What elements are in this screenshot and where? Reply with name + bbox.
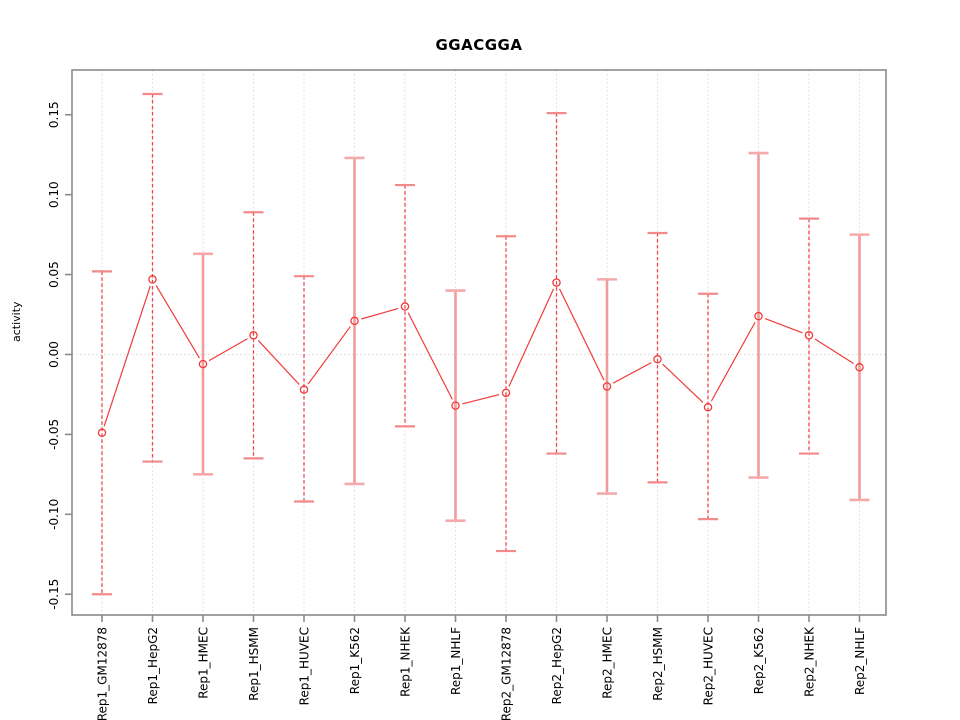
data-point bbox=[148, 275, 157, 284]
series-connector-line bbox=[559, 288, 605, 381]
x-tick-label: Rep1_K562 bbox=[348, 627, 362, 694]
x-tick-label: Rep1_HepG2 bbox=[146, 627, 160, 704]
x-tick-label: Rep1_HUVEC bbox=[298, 627, 312, 705]
data-point bbox=[754, 311, 763, 321]
chart-title: GGACGGA bbox=[435, 36, 523, 54]
x-tick-label: Rep2_K562 bbox=[752, 627, 766, 694]
data-point bbox=[804, 331, 814, 340]
series-connector-line bbox=[103, 285, 151, 427]
series-connector-line bbox=[508, 288, 555, 387]
data-point bbox=[501, 388, 511, 398]
y-tick-label: 0.00 bbox=[47, 341, 61, 368]
series-connector-line bbox=[710, 321, 756, 402]
y-tick-label: 0.15 bbox=[47, 101, 61, 128]
y-tick-label: 0.10 bbox=[47, 181, 61, 208]
x-tick-label: Rep1_GM12878 bbox=[96, 627, 110, 720]
plot-border bbox=[71, 69, 887, 616]
y-tick-label: -0.15 bbox=[47, 579, 61, 610]
data-point bbox=[552, 278, 561, 287]
series-connector-line bbox=[662, 363, 704, 403]
data-point bbox=[400, 302, 410, 311]
x-tick-label: Rep1_HMEC bbox=[197, 627, 211, 699]
x-tick-label: Rep1_NHLF bbox=[449, 627, 463, 695]
x-tick-label: Rep1_HSMM bbox=[247, 627, 261, 701]
data-point bbox=[703, 402, 713, 412]
data-point bbox=[299, 385, 309, 394]
y-tick-label: 0.05 bbox=[47, 261, 61, 288]
series-connector-line bbox=[208, 338, 248, 362]
data-point bbox=[653, 355, 662, 364]
data-point bbox=[602, 382, 612, 391]
series-connector-line bbox=[764, 318, 803, 334]
data-point bbox=[855, 363, 864, 372]
x-tick-label: Rep1_NHEK bbox=[399, 626, 413, 697]
x-tick-label: Rep2_HMEC bbox=[601, 627, 615, 699]
data-point bbox=[97, 428, 107, 438]
x-tick-label: Rep2_NHLF bbox=[853, 627, 867, 695]
series-connector-line bbox=[814, 338, 854, 365]
series-connector-line bbox=[612, 362, 652, 384]
y-tick-label: -0.10 bbox=[47, 499, 61, 530]
data-point bbox=[350, 316, 359, 326]
x-tick-label: Rep2_NHEK bbox=[803, 626, 817, 697]
x-tick-label: Rep2_HUVEC bbox=[702, 627, 716, 705]
series-connector-line bbox=[462, 393, 500, 405]
series-connector-line bbox=[407, 312, 453, 400]
series-connector-line bbox=[361, 307, 399, 320]
data-point bbox=[198, 359, 208, 369]
y-tick-label: -0.05 bbox=[47, 419, 61, 450]
data-point bbox=[451, 401, 460, 410]
series-connector-line bbox=[155, 285, 200, 359]
x-tick-label: Rep2_HepG2 bbox=[550, 627, 564, 704]
data-point bbox=[249, 331, 258, 340]
series-connector-line bbox=[307, 326, 351, 385]
x-tick-label: Rep2_GM12878 bbox=[500, 627, 514, 720]
series-connector-line bbox=[257, 340, 300, 385]
x-tick-label: Rep2_HSMM bbox=[651, 627, 665, 701]
